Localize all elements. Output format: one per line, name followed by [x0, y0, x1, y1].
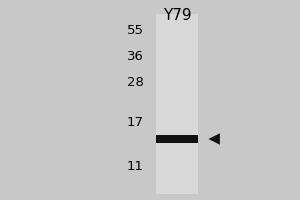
Text: 28: 28: [127, 76, 144, 90]
Bar: [156, 14, 198, 194]
Text: 55: 55: [127, 24, 144, 38]
Bar: [156, 135, 198, 143]
Text: Y79: Y79: [163, 8, 191, 23]
Text: 36: 36: [127, 50, 144, 63]
Text: 17: 17: [127, 116, 144, 130]
Polygon shape: [208, 133, 220, 145]
Text: 11: 11: [127, 160, 144, 173]
